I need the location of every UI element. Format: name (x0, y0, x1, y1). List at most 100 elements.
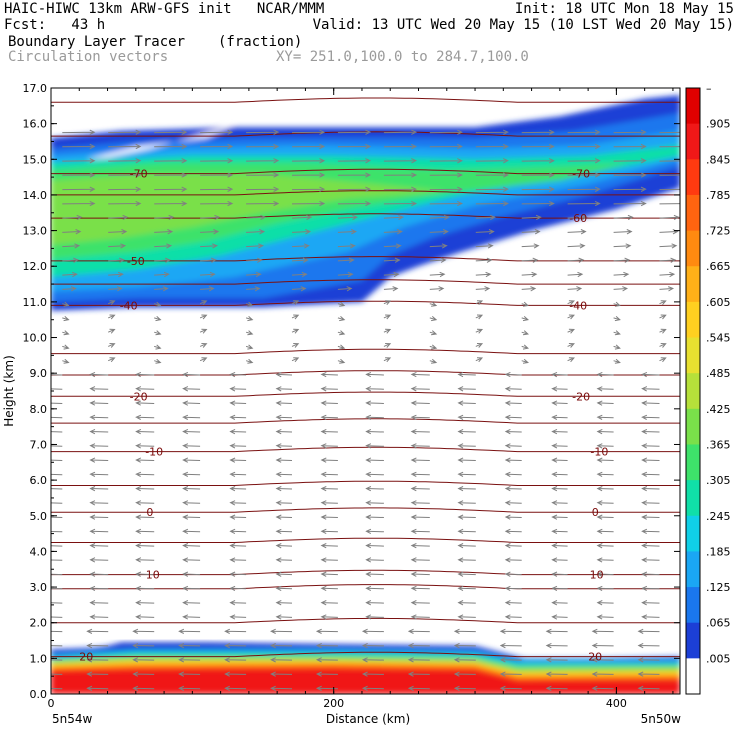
wind-vector-435 (108, 243, 127, 249)
wind-vector-142 (135, 543, 155, 549)
wind-vector-22 (407, 671, 430, 677)
contour-label-7: -20 (572, 390, 590, 403)
contour-label-6: -20 (130, 390, 148, 403)
colorbar-label-6: .605 (706, 296, 731, 309)
wind-vector-519 (108, 158, 142, 164)
wind-vector-143 (182, 543, 201, 549)
wind-vector-8 (407, 685, 430, 691)
colorbar-swatch-4 (686, 230, 700, 267)
wind-vector-151 (551, 543, 568, 549)
wind-vector-15 (86, 671, 109, 677)
wind-vector-307 (641, 386, 660, 392)
x-tick-label-2: 400 (606, 697, 627, 710)
wind-vector-254 (135, 428, 155, 435)
wind-vector-263 (551, 428, 568, 435)
wind-vector-501 (567, 186, 601, 192)
wind-vector-134 (410, 557, 430, 563)
wind-vector-425 (291, 257, 309, 263)
wind-vector-125 (641, 571, 660, 577)
wind-vector-337 (108, 343, 116, 348)
wind-vector-220 (504, 471, 522, 478)
wind-vector-207 (551, 486, 568, 492)
wind-vector-93 (457, 600, 476, 606)
wind-vector-419 (659, 271, 676, 278)
wind-vector-270 (229, 414, 247, 420)
wind-vector-397 (291, 286, 307, 292)
temperature-contour-layer (51, 97, 680, 658)
wind-vector-319 (551, 371, 568, 378)
wind-vector-72 (135, 614, 155, 620)
colorbar-label-13: .185 (706, 545, 731, 558)
wind-vector-296 (135, 386, 155, 392)
wind-vector-379 (108, 300, 116, 306)
colorbar-swatch-1 (686, 123, 700, 160)
colorbar-label-8: .485 (706, 367, 731, 380)
wind-vector-214 (229, 471, 247, 478)
contour-label-0: -70 (130, 168, 148, 181)
wind-vector-36 (407, 657, 430, 663)
wind-vector-3 (178, 685, 201, 691)
wind-vector-365 (108, 314, 116, 320)
wind-vector-533 (108, 143, 142, 150)
wind-vector-329 (383, 357, 392, 363)
wind-vector-385 (383, 300, 392, 306)
wind-vector-28 (51, 659, 63, 661)
wind-vector-535 (200, 143, 234, 150)
upper-tracer-band-6 (51, 173, 447, 245)
wind-vector-49 (361, 642, 384, 649)
wind-vector-240 (135, 443, 155, 449)
wind-vector-306 (596, 386, 614, 392)
colorbar-label-15: .065 (706, 617, 731, 630)
wind-vector-394 (154, 286, 169, 292)
wind-vector-58 (132, 628, 155, 634)
wind-vector-436 (154, 243, 173, 249)
wind-vector-346 (521, 344, 529, 350)
x-tick-label-1: 200 (323, 697, 344, 710)
wind-vector-210 (51, 473, 63, 476)
wind-vector-215 (275, 471, 293, 478)
wind-vector-107 (457, 585, 476, 592)
wind-vector-47 (270, 642, 293, 649)
colorbar-label-3: .785 (706, 189, 731, 202)
wind-vector-341 (291, 343, 300, 348)
wind-vector-473 (567, 214, 588, 221)
wind-vector-370 (337, 316, 346, 322)
wind-vector-465 (200, 214, 221, 221)
wind-vector-108 (504, 585, 522, 592)
wind-vector-344 (429, 344, 438, 350)
wind-vector-423 (200, 257, 217, 263)
colorbar-swatch-2 (686, 159, 700, 196)
wind-vector-338 (154, 344, 162, 350)
wind-vector-417 (567, 271, 584, 278)
wind-vector-285 (275, 400, 293, 406)
wind-vector-7 (361, 685, 384, 691)
wind-vector-213 (182, 471, 201, 477)
wind-vector-316 (410, 371, 430, 378)
colorbar-swatch-12 (686, 515, 700, 552)
run-title: HAIC-HIWC 13km ARW-GFS init NCAR/MMM (4, 1, 325, 17)
wind-vector-486 (521, 200, 555, 207)
wind-vector-355 (291, 328, 300, 334)
wind-vector-100 (135, 585, 155, 592)
wind-vector-82 (596, 614, 614, 620)
wind-vector-97 (641, 600, 660, 606)
wind-vector-336 (62, 344, 70, 350)
wind-vector-140 (51, 545, 63, 547)
wind-vector-239 (89, 443, 109, 449)
wind-vector-521 (200, 158, 234, 164)
wind-vector-269 (182, 414, 201, 420)
y-tick-label-13: 13.0 (23, 225, 48, 238)
wind-vector-402 (521, 286, 537, 292)
wind-vector-191 (457, 500, 476, 506)
wind-vector-495 (291, 186, 326, 192)
wind-vector-324 (154, 358, 162, 364)
wind-vector-485 (475, 200, 509, 207)
y-tick-label-3: 3.0 (30, 581, 48, 594)
wind-vector-73 (182, 614, 201, 620)
wind-vector-152 (596, 543, 614, 549)
colorbar-label-10: .365 (706, 439, 731, 452)
wind-vector-536 (246, 143, 280, 150)
colorbar-label-7: .545 (706, 332, 731, 345)
colorbar-label-4: .725 (706, 225, 731, 238)
wind-vector-253 (89, 428, 109, 435)
